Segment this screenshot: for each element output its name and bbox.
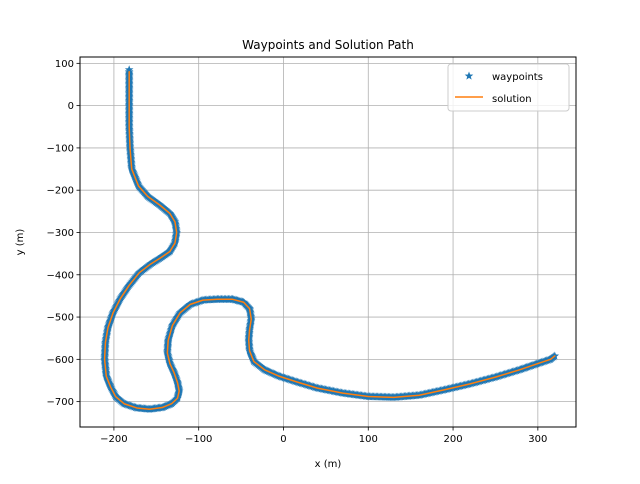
- legend-waypoints-marker: [464, 71, 474, 80]
- y-tick-label: −200: [47, 186, 74, 197]
- x-tick-label: −200: [100, 434, 127, 445]
- y-tick-label: −100: [47, 143, 74, 154]
- chart-title: Waypoints and Solution Path: [242, 38, 414, 52]
- y-tick-label: −300: [47, 228, 74, 239]
- y-tick-label: −600: [47, 355, 74, 366]
- legend-waypoints-label: waypoints: [492, 72, 543, 83]
- ticks: −200 −100 0 100 200 300 100 0 −100 −200 −300 −400 −5…: [47, 59, 548, 445]
- x-tick-label: −100: [185, 434, 212, 445]
- y-tick-label: 100: [55, 59, 74, 70]
- grid: [80, 57, 576, 427]
- legend-solution-label: solution: [492, 94, 532, 105]
- x-tick-label: 300: [528, 434, 547, 445]
- y-tick-label: −700: [47, 397, 74, 408]
- y-tick-label: 0: [68, 101, 74, 112]
- series-layer: [100, 65, 560, 413]
- x-tick-label: 100: [359, 434, 378, 445]
- plot-frame: [79, 56, 577, 428]
- y-axis-label: y (m): [15, 229, 26, 256]
- series-solution-line: [103, 71, 556, 410]
- legend-box: [447, 63, 570, 112]
- legend: waypoints solution: [447, 63, 570, 112]
- waypoint-marker: [124, 65, 134, 74]
- x-axis-label: x (m): [315, 459, 342, 470]
- legend-star-icon: [464, 71, 474, 80]
- y-tick-label: −400: [47, 270, 74, 281]
- y-tick-label: −500: [47, 313, 74, 324]
- x-tick-label: 0: [280, 434, 286, 445]
- x-tick-label: 200: [444, 434, 463, 445]
